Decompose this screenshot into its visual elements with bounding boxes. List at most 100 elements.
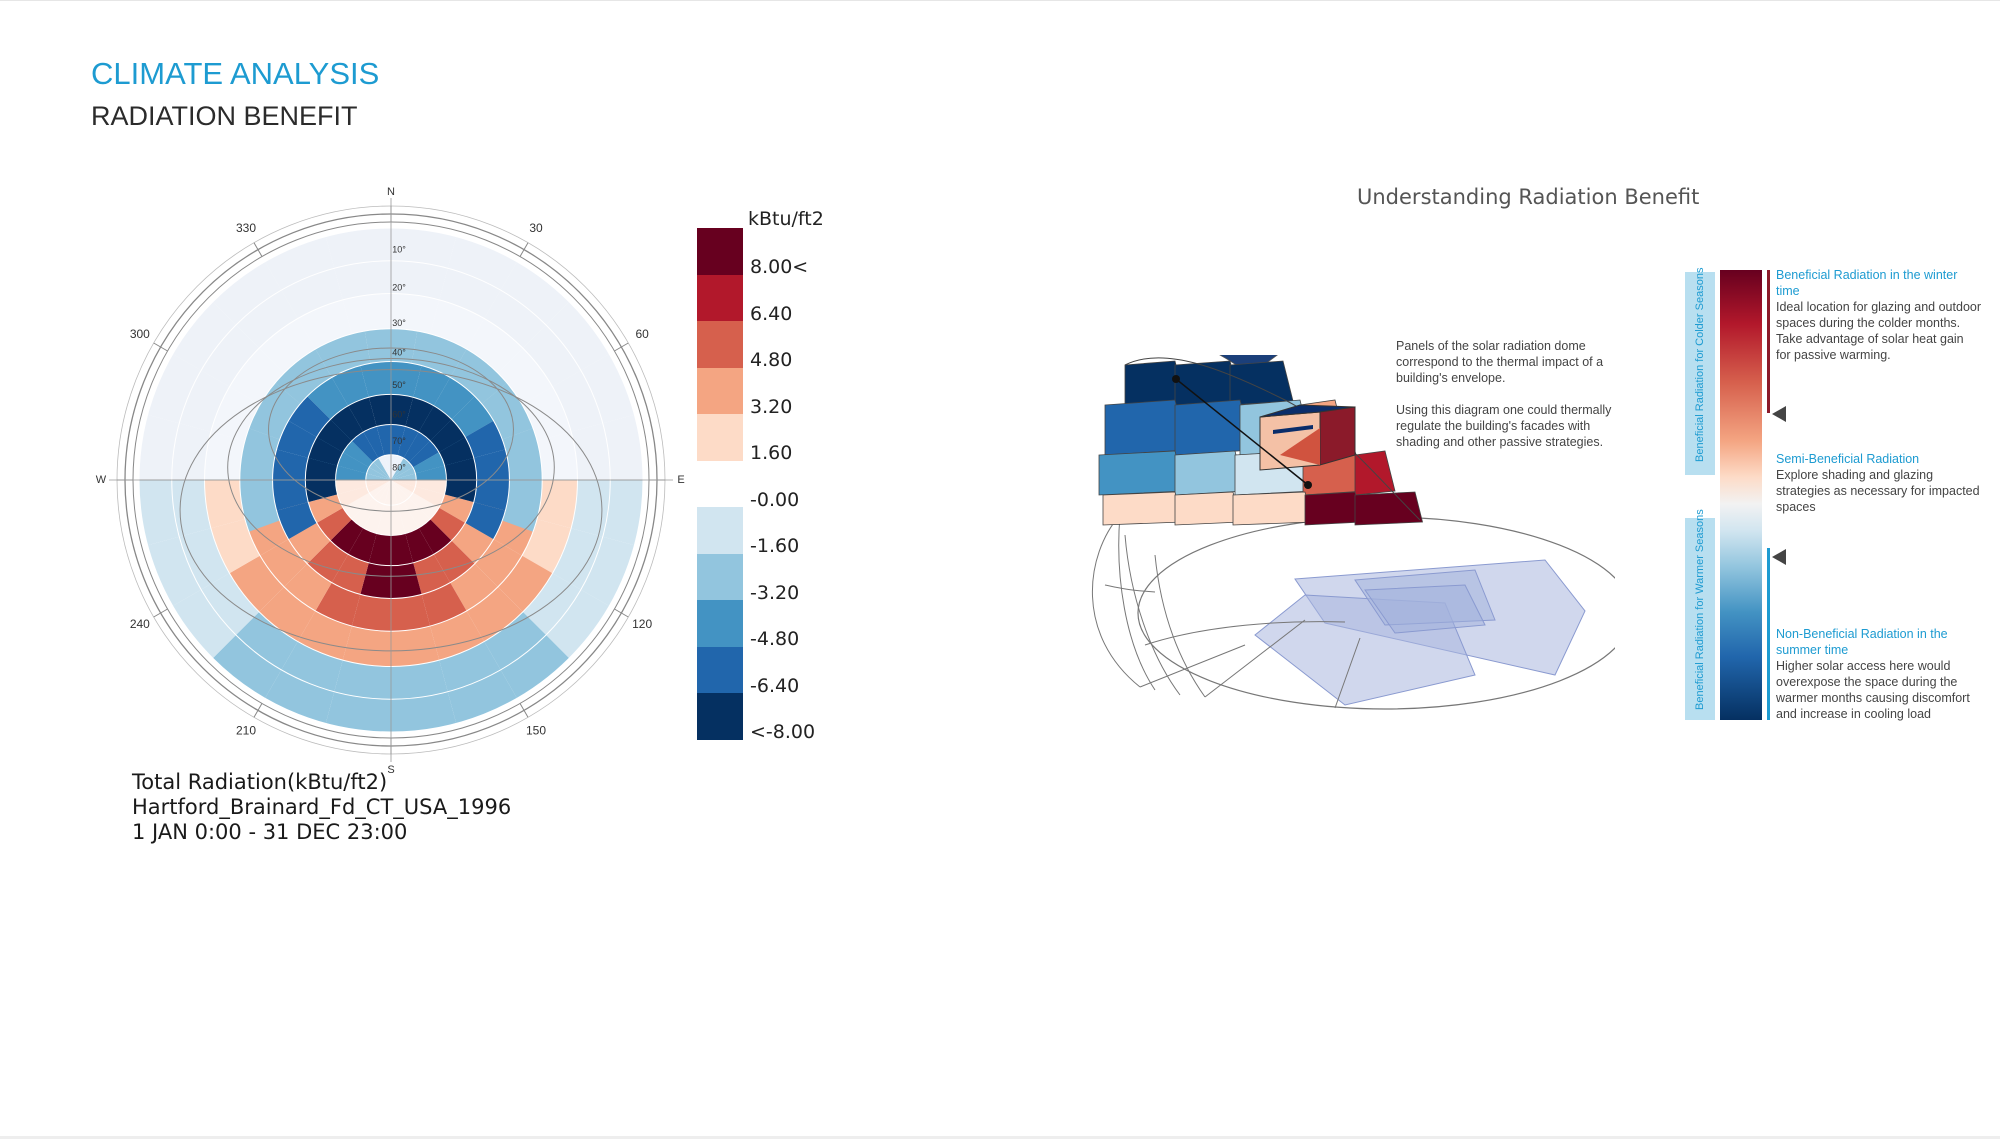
dome-cell [580, 354, 635, 424]
dome-cell [521, 386, 572, 441]
dome-cell [147, 536, 202, 606]
warmer-season-band [1685, 518, 1715, 720]
direction-north: N [387, 186, 395, 198]
dome-cell [204, 480, 245, 529]
dome-cell [430, 507, 466, 541]
dome-cell [360, 562, 391, 599]
altitude-label: 70° [392, 436, 406, 446]
dome-cell [484, 611, 547, 670]
dome-cell [474, 539, 522, 587]
dome-cell [481, 382, 534, 440]
dome-cell [376, 504, 391, 536]
dome-cell [473, 480, 510, 511]
dome-cell [580, 536, 635, 606]
dome-cell [368, 533, 391, 566]
dome-cell [235, 290, 298, 349]
dome-cell [365, 473, 391, 480]
legend-label: -1.60 [750, 535, 800, 557]
dome-cell [430, 610, 485, 661]
dome-cell [537, 480, 578, 529]
dome-cell [391, 691, 457, 732]
azimuth-tick [153, 342, 168, 352]
dome-cell [552, 528, 603, 590]
dome-cell [351, 594, 391, 632]
ray-point [1172, 375, 1180, 383]
legend-swatch [697, 321, 743, 368]
dome-cell [430, 419, 466, 453]
dome-cell [139, 480, 180, 546]
dome-cell [363, 426, 385, 459]
dome-cell [334, 660, 391, 700]
dome-cell [391, 504, 406, 536]
dome-outline [1124, 357, 1421, 521]
dome-panel [1229, 360, 1294, 406]
radiation-sky-dome: N E S W 30 60 120 150 210 240 300 330 10° 20° 30° 40° 50… [96, 186, 685, 776]
dome-panel [1098, 450, 1186, 496]
dome-cell [307, 540, 349, 583]
dome-cell [248, 382, 301, 440]
semi-body: Explore shading and glazing strategies a… [1776, 468, 1980, 514]
dome-cell [171, 423, 211, 480]
dome-cell [403, 431, 431, 463]
dome-cell [391, 228, 457, 269]
azimuth-label: 240 [130, 617, 150, 631]
dome-cell [297, 610, 352, 661]
direction-south: S [387, 764, 394, 776]
building-block [1259, 404, 1356, 471]
dome-cell [521, 519, 572, 574]
dome-cell [316, 507, 352, 541]
dome-cell [325, 691, 391, 732]
dome-cell [308, 437, 343, 466]
dome-cell [272, 449, 309, 480]
dome-cell [275, 349, 332, 404]
legend-label: 3.20 [750, 395, 793, 418]
dome-cell [348, 397, 377, 432]
legend-swatch [697, 553, 743, 601]
dome-cell [378, 480, 391, 505]
diagram-description-1: Panels of the solar radiation dome corre… [1396, 339, 1604, 385]
altitude-label: 60° [392, 410, 406, 420]
winter-marker-line [1767, 270, 1770, 413]
dome-cell [546, 589, 610, 659]
direction-east: E [677, 474, 684, 486]
azimuth-tick [253, 242, 263, 257]
semi-heading: Semi-Beneficial Radiation [1776, 452, 1920, 466]
colder-season-band [1685, 272, 1715, 475]
dome-cell [484, 290, 547, 349]
dome-cell [276, 502, 317, 540]
dome-cell [391, 424, 406, 456]
dome-cell [497, 348, 553, 405]
dome-cell [421, 582, 467, 627]
dome-cell [451, 522, 494, 564]
dome-cell [351, 431, 379, 463]
dome-panel [1174, 450, 1246, 496]
azimuth-tick [253, 703, 263, 718]
dome-cell [210, 386, 261, 441]
dome-cell [316, 419, 352, 453]
legend-swatch [697, 274, 743, 322]
dome-cell [444, 480, 477, 503]
legend-label: -6.40 [750, 674, 800, 697]
dome-cell [239, 480, 280, 532]
dome-cell [363, 501, 385, 534]
legend-label: 1.60 [750, 442, 793, 464]
dome-cell [465, 420, 506, 458]
dome-cell [433, 540, 475, 583]
dome-cell [391, 458, 409, 480]
dome-cell [391, 660, 448, 700]
dome-cell [571, 423, 611, 480]
dome-cell [391, 473, 417, 480]
dome-cell [405, 528, 434, 563]
legend-swatch [697, 600, 743, 647]
dome-cell [330, 519, 364, 555]
direction-west: W [96, 474, 107, 486]
dome-cell [325, 228, 391, 269]
azimuth-tick [519, 242, 529, 257]
dome-panel [1102, 491, 1184, 526]
azimuth-tick [614, 342, 629, 352]
legend-label: -0.00 [750, 488, 800, 511]
dome-cell [439, 641, 501, 692]
azimuth-label: 150 [526, 723, 546, 737]
dome-cell [391, 594, 431, 632]
dome-cell [179, 370, 230, 432]
